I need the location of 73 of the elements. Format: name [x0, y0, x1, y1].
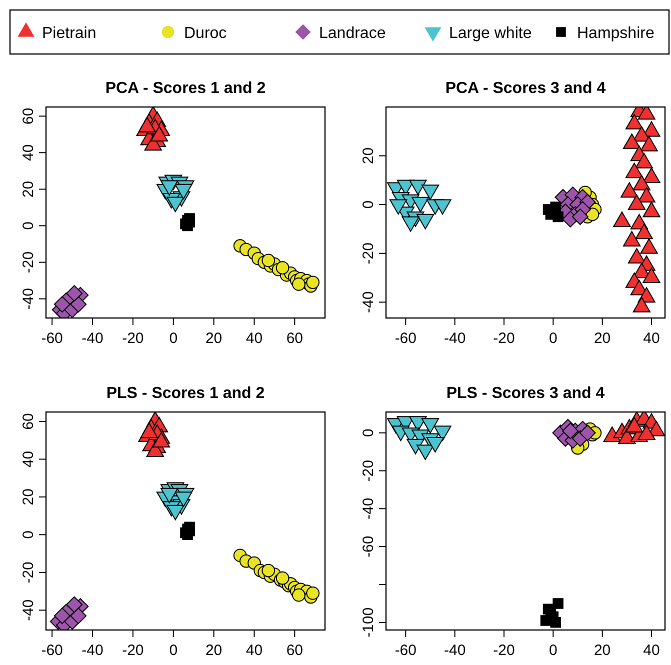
y-tick-label: 0: [360, 428, 377, 438]
point: [66, 596, 83, 613]
y-tick-label: 20: [20, 488, 37, 506]
x-tick-label: -20: [493, 330, 515, 347]
x-tick-label: 40: [643, 330, 660, 347]
point: [262, 254, 276, 268]
x-tick-label: 40: [246, 330, 263, 347]
point: [54, 296, 70, 313]
y-tick-label: 40: [20, 144, 37, 162]
y-tick-label: 40: [20, 450, 37, 468]
point: [262, 564, 276, 578]
y-tick-label: -40: [20, 288, 37, 310]
x-tick-label: 20: [594, 642, 611, 659]
y-tick-label: -20: [360, 242, 377, 264]
point: [306, 276, 320, 290]
point: [70, 296, 87, 313]
x-tick-label: -60: [41, 642, 63, 659]
x-tick-label: 40: [246, 642, 263, 659]
x-tick-label: -60: [41, 330, 63, 347]
chart-title: PCA - Scores 1 and 2: [105, 80, 266, 97]
y-tick-label: 60: [20, 413, 37, 430]
point: [152, 432, 170, 448]
x-tick-label: -40: [82, 330, 104, 347]
x-tick-label: 0: [169, 330, 178, 347]
x-tick-label: 0: [548, 330, 558, 347]
y-tick-label: -20: [20, 562, 37, 584]
x-tick-label: 0: [548, 642, 558, 659]
y-tick-label: 0: [20, 222, 37, 230]
x-tick-label: 20: [205, 642, 222, 659]
x-tick-label: -20: [122, 330, 144, 347]
x-tick-label: 0: [169, 642, 178, 659]
y-tick-label: 0: [20, 530, 37, 539]
y-tick-label: -20: [20, 251, 37, 274]
x-tick-label: 60: [286, 642, 304, 659]
x-tick-label: -20: [493, 642, 515, 659]
y-tick-label: -60: [360, 536, 377, 558]
point: [292, 588, 306, 602]
y-tick-label: 60: [20, 108, 37, 124]
y-tick-label: 20: [20, 180, 37, 198]
x-tick-label: -40: [444, 642, 466, 659]
x-tick-label: -20: [122, 642, 144, 659]
y-tick-label: -40: [360, 291, 377, 313]
point: [66, 285, 83, 302]
y-tick-label: 20: [360, 147, 377, 164]
point: [138, 116, 156, 132]
x-tick-label: -40: [82, 642, 104, 659]
point: [140, 422, 158, 438]
x-tick-label: -60: [394, 330, 417, 347]
chart-title: PCA - Scores 3 and 4: [445, 80, 606, 97]
x-tick-label: -40: [444, 330, 466, 347]
legend-label: Duroc: [184, 25, 227, 42]
point: [306, 586, 320, 600]
chart-title: PLS - Scores 3 and 4: [446, 385, 605, 402]
y-tick-label: -40: [20, 599, 37, 622]
x-tick-label: 20: [205, 330, 222, 347]
legend-label: Large white: [449, 25, 532, 42]
legend-label: Landrace: [319, 25, 386, 42]
x-tick-label: 40: [643, 642, 660, 659]
y-tick-label: 0: [360, 200, 377, 209]
point: [54, 608, 70, 624]
y-tick-label: -20: [360, 460, 377, 482]
legend-label: Pietrain: [42, 25, 96, 42]
y-tick-label: -40: [360, 498, 377, 520]
point: [150, 126, 168, 142]
x-tick-label: 60: [286, 330, 304, 347]
x-tick-label: -60: [394, 642, 417, 659]
x-tick-label: 20: [594, 330, 611, 347]
point: [276, 261, 290, 274]
y-tick-label: -100: [360, 607, 377, 638]
point: [292, 278, 306, 291]
legend-label: Hampshire: [577, 25, 654, 42]
chart-title: PLS - Scores 1 and 2: [106, 385, 265, 402]
point: [70, 608, 87, 624]
